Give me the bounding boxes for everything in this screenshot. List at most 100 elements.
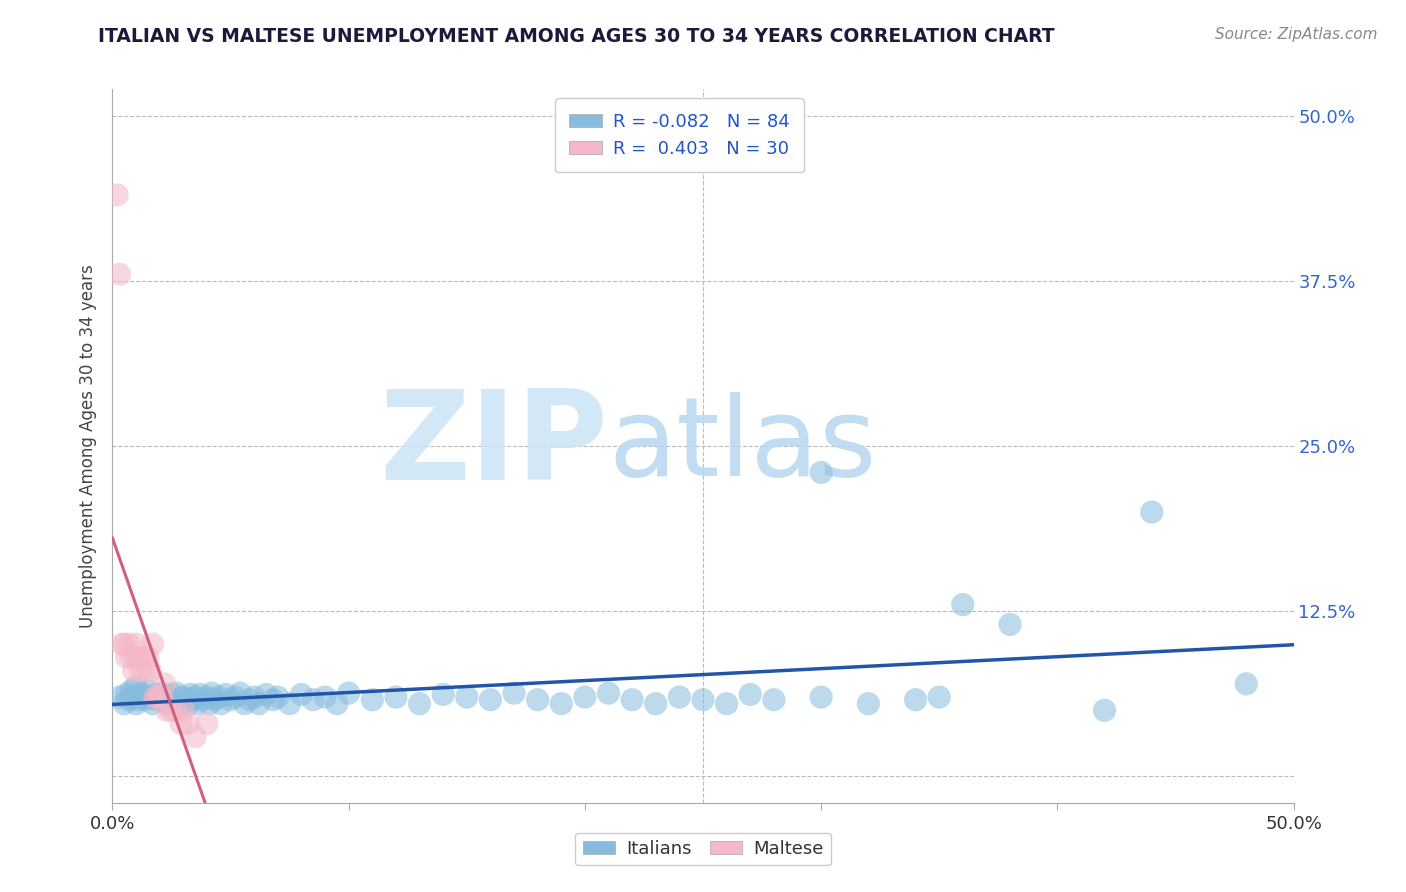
Point	[621, 692, 644, 706]
Point	[157, 690, 180, 704]
Point	[122, 690, 145, 704]
Point	[165, 703, 187, 717]
Point	[172, 703, 194, 717]
Point	[184, 730, 207, 744]
Point	[118, 637, 141, 651]
Point	[118, 692, 141, 706]
Point	[219, 692, 242, 706]
Point	[132, 690, 155, 704]
Point	[108, 267, 131, 281]
Point	[479, 692, 502, 706]
Point	[928, 690, 950, 704]
Point	[314, 690, 336, 704]
Y-axis label: Unemployment Among Ages 30 to 34 years: Unemployment Among Ages 30 to 34 years	[79, 264, 97, 628]
Point	[337, 686, 360, 700]
Point	[120, 650, 142, 665]
Point	[150, 686, 173, 700]
Point	[810, 466, 832, 480]
Point	[125, 680, 148, 694]
Text: ZIP: ZIP	[380, 385, 609, 507]
Point	[229, 686, 252, 700]
Point	[160, 703, 183, 717]
Point	[156, 703, 179, 717]
Point	[550, 697, 572, 711]
Point	[135, 692, 157, 706]
Point	[456, 690, 478, 704]
Point	[115, 650, 138, 665]
Point	[127, 692, 149, 706]
Point	[153, 677, 176, 691]
Point	[361, 692, 384, 706]
Point	[129, 664, 152, 678]
Point	[177, 716, 200, 731]
Point	[188, 688, 211, 702]
Point	[136, 650, 159, 665]
Point	[105, 188, 128, 202]
Point	[156, 697, 179, 711]
Text: ITALIAN VS MALTESE UNEMPLOYMENT AMONG AGES 30 TO 34 YEARS CORRELATION CHART: ITALIAN VS MALTESE UNEMPLOYMENT AMONG AG…	[98, 27, 1054, 45]
Point	[740, 688, 762, 702]
Text: Source: ZipAtlas.com: Source: ZipAtlas.com	[1215, 27, 1378, 42]
Point	[598, 686, 620, 700]
Point	[112, 697, 135, 711]
Point	[160, 688, 183, 702]
Point	[326, 697, 349, 711]
Point	[952, 598, 974, 612]
Point	[112, 637, 135, 651]
Point	[858, 697, 880, 711]
Legend: Italians, Maltese: Italians, Maltese	[575, 833, 831, 865]
Point	[143, 690, 166, 704]
Point	[177, 697, 200, 711]
Point	[150, 690, 173, 704]
Point	[215, 688, 238, 702]
Point	[142, 697, 165, 711]
Point	[208, 690, 231, 704]
Point	[163, 692, 186, 706]
Point	[142, 637, 165, 651]
Point	[191, 692, 214, 706]
Point	[127, 650, 149, 665]
Point	[115, 688, 138, 702]
Point	[254, 688, 277, 702]
Point	[668, 690, 690, 704]
Point	[195, 716, 218, 731]
Point	[762, 692, 785, 706]
Point	[122, 664, 145, 678]
Point	[146, 690, 169, 704]
Point	[143, 688, 166, 702]
Point	[526, 692, 548, 706]
Point	[132, 650, 155, 665]
Point	[167, 697, 190, 711]
Point	[904, 692, 927, 706]
Point	[716, 697, 738, 711]
Point	[262, 692, 284, 706]
Point	[108, 690, 131, 704]
Point	[644, 697, 666, 711]
Point	[149, 690, 172, 704]
Point	[233, 697, 256, 711]
Point	[165, 686, 187, 700]
Point	[692, 692, 714, 706]
Point	[198, 697, 221, 711]
Point	[179, 688, 201, 702]
Point	[172, 690, 194, 704]
Point	[1094, 703, 1116, 717]
Point	[267, 690, 290, 704]
Point	[574, 690, 596, 704]
Point	[998, 617, 1021, 632]
Point	[153, 692, 176, 706]
Point	[202, 692, 225, 706]
Point	[385, 690, 408, 704]
Point	[146, 692, 169, 706]
Point	[302, 692, 325, 706]
Point	[186, 697, 208, 711]
Point	[149, 690, 172, 704]
Point	[195, 690, 218, 704]
Point	[174, 692, 197, 706]
Point	[170, 716, 193, 731]
Point	[432, 688, 454, 702]
Point	[125, 637, 148, 651]
Point	[810, 690, 832, 704]
Point	[136, 683, 159, 698]
Point	[503, 686, 526, 700]
